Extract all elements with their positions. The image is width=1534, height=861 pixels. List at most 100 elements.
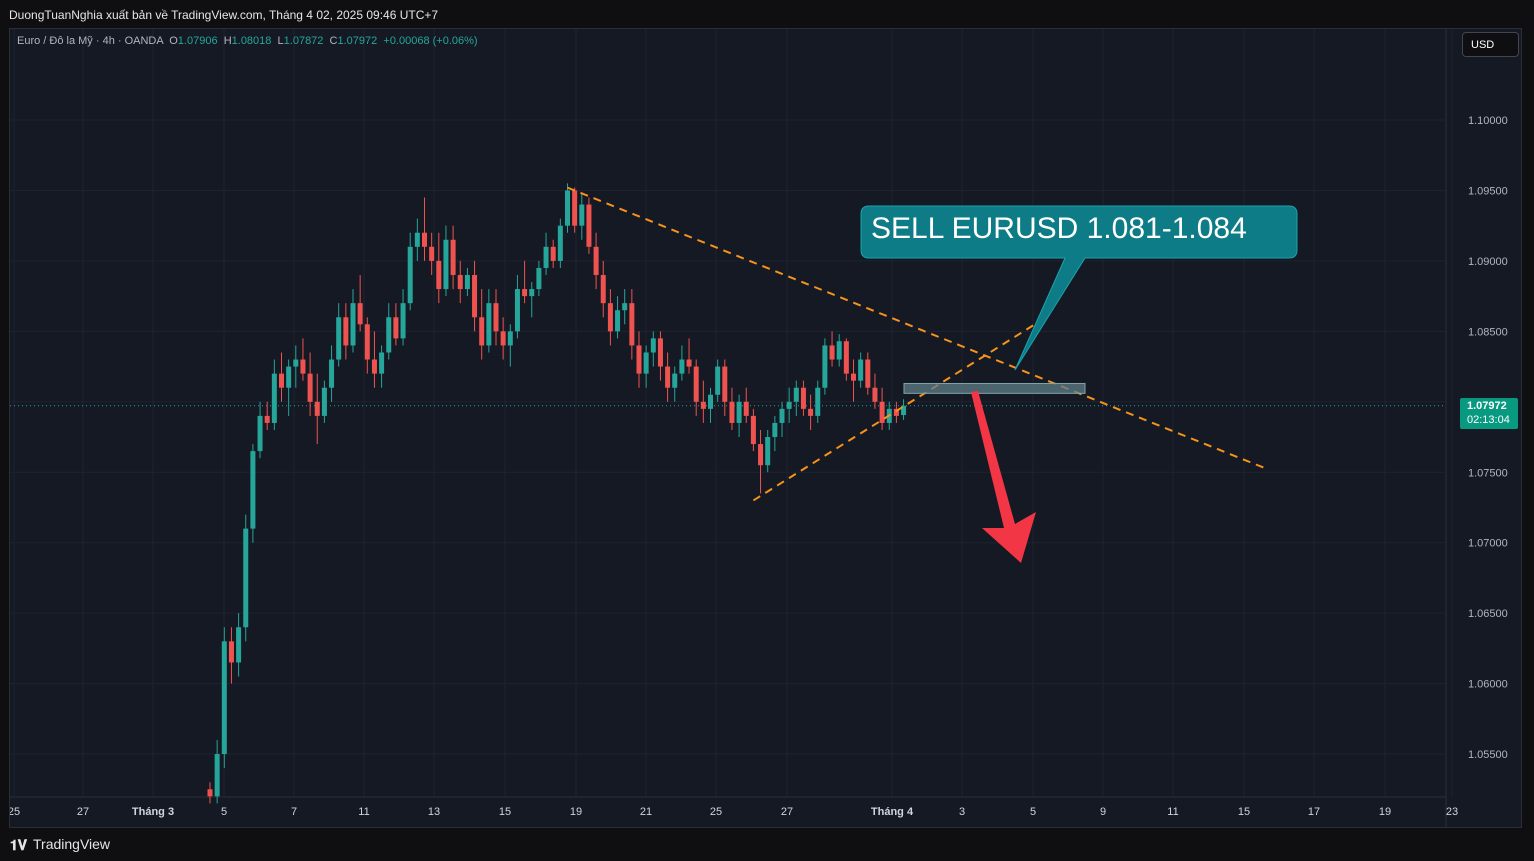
candle-body (214, 754, 220, 797)
candle-body (536, 267, 542, 290)
footer-brand[interactable]: TradingView (33, 836, 111, 852)
candle-body (450, 239, 456, 275)
drawing-overlays (567, 186, 1298, 563)
candle-body (722, 366, 728, 402)
candle-body (493, 303, 499, 332)
candle-body (257, 415, 263, 452)
candle-body (400, 303, 406, 339)
price-tick-label: 1.06500 (1468, 608, 1508, 620)
candle-body (250, 451, 256, 529)
currency-button[interactable]: USD (1462, 32, 1519, 57)
symbol-title: Euro / Đô la Mỹ · 4h · OANDA (17, 35, 164, 47)
sell-callout-text: SELL EURUSD 1.081-1.084 (871, 212, 1247, 245)
candle-body (379, 352, 385, 374)
candle-body (643, 352, 649, 374)
sell-callout-box (860, 205, 1298, 371)
time-tick-label: 15 (499, 806, 511, 818)
candle-body (236, 627, 242, 663)
candle-body (557, 225, 563, 261)
candle-body (414, 232, 420, 247)
candle-body (429, 246, 435, 261)
price-tick-label: 1.06000 (1468, 679, 1508, 691)
time-tick-label: 23 (1446, 806, 1458, 818)
price-tick-label: 1.09500 (1468, 185, 1508, 197)
time-tick-label: 11 (1167, 806, 1178, 818)
candle-body (550, 246, 556, 261)
candle-body (457, 274, 463, 290)
candle-body (371, 359, 377, 374)
candle-body (750, 415, 756, 445)
change-value: +0.00068 (+0.06%) (383, 35, 478, 47)
high-label: H (223, 35, 232, 47)
time-tick-label: 17 (1308, 806, 1320, 818)
candle-body (901, 405, 907, 416)
candle-body (679, 359, 685, 374)
sell-arrow-icon (971, 391, 1036, 563)
time-tick-label: 21 (640, 806, 652, 818)
candle-body (500, 331, 506, 346)
time-tick-label: 19 (570, 806, 582, 818)
footer: 𝟏𝐕 TradingView (0, 829, 1534, 861)
close-value: 1.07972 (337, 35, 378, 47)
candle-body (207, 789, 213, 797)
candle-body (572, 190, 578, 226)
time-tick-label: Tháng 3 (132, 806, 174, 818)
candle-body (879, 401, 885, 423)
last-price-label: 1.07972 02:13:04 (1460, 398, 1518, 429)
candle-body (786, 401, 792, 409)
time-tick-label: 27 (781, 806, 793, 818)
symbol-legend: Euro / Đô la Mỹ · 4h · OANDA O1.07906 H1… (17, 35, 478, 47)
candle-body (829, 345, 835, 360)
publisher-header: DuongTuanNghia xuất bản về TradingView.c… (0, 0, 1534, 28)
candle-body (357, 303, 363, 325)
price-tick-label: 1.07500 (1468, 467, 1508, 479)
candle-body (715, 366, 721, 395)
time-tick-label: Tháng 4 (871, 806, 914, 818)
price-tick-label: 1.07000 (1468, 538, 1508, 550)
candle-body (865, 359, 871, 388)
candle-body (636, 345, 642, 374)
candle-body (615, 310, 621, 332)
time-tick-label: 13 (428, 806, 440, 818)
low-value: 1.07872 (283, 35, 324, 47)
candle-body (815, 387, 821, 416)
high-value: 1.08018 (231, 35, 272, 47)
candle-body (765, 437, 771, 466)
candle-body (522, 289, 528, 297)
candle-body (507, 331, 513, 346)
candle-body (729, 401, 735, 423)
candle-body (293, 359, 299, 367)
price-tick-label: 1.09000 (1468, 256, 1508, 268)
candle-body (629, 303, 635, 346)
candle-body (672, 373, 678, 388)
candle-body (472, 274, 478, 318)
candle-body (650, 338, 656, 353)
candlestick-chart[interactable]: 1.100001.095001.090001.085001.080001.075… (10, 29, 1522, 827)
candle-body (329, 359, 335, 388)
candle-body (851, 373, 856, 381)
candle-body (858, 359, 864, 381)
candle-body (464, 274, 470, 290)
price-axis: 1.100001.095001.090001.085001.080001.075… (1445, 29, 1508, 827)
time-tick-label: 7 (291, 806, 297, 818)
candle-body (479, 317, 485, 346)
sell-zone (903, 382, 1086, 394)
candle-body (708, 394, 713, 409)
candle-body (779, 408, 785, 423)
time-tick-label: 11 (358, 806, 369, 818)
candle-body (665, 366, 671, 388)
candle-body (279, 373, 284, 388)
support-trendline (752, 320, 1040, 502)
candle-body (822, 345, 828, 388)
tradingview-logo-icon[interactable]: 𝟏𝐕 (10, 837, 28, 853)
candle-body (529, 289, 535, 297)
candle-body (800, 387, 806, 409)
time-tick-label: 3 (959, 806, 965, 818)
candle-body (808, 408, 814, 416)
candle-body (486, 303, 492, 346)
candle-body (422, 232, 427, 247)
candle-body (264, 415, 270, 423)
time-tick-label: 25 (710, 806, 722, 818)
time-tick-label: 27 (77, 806, 89, 818)
time-tick-label: 5 (221, 806, 227, 818)
